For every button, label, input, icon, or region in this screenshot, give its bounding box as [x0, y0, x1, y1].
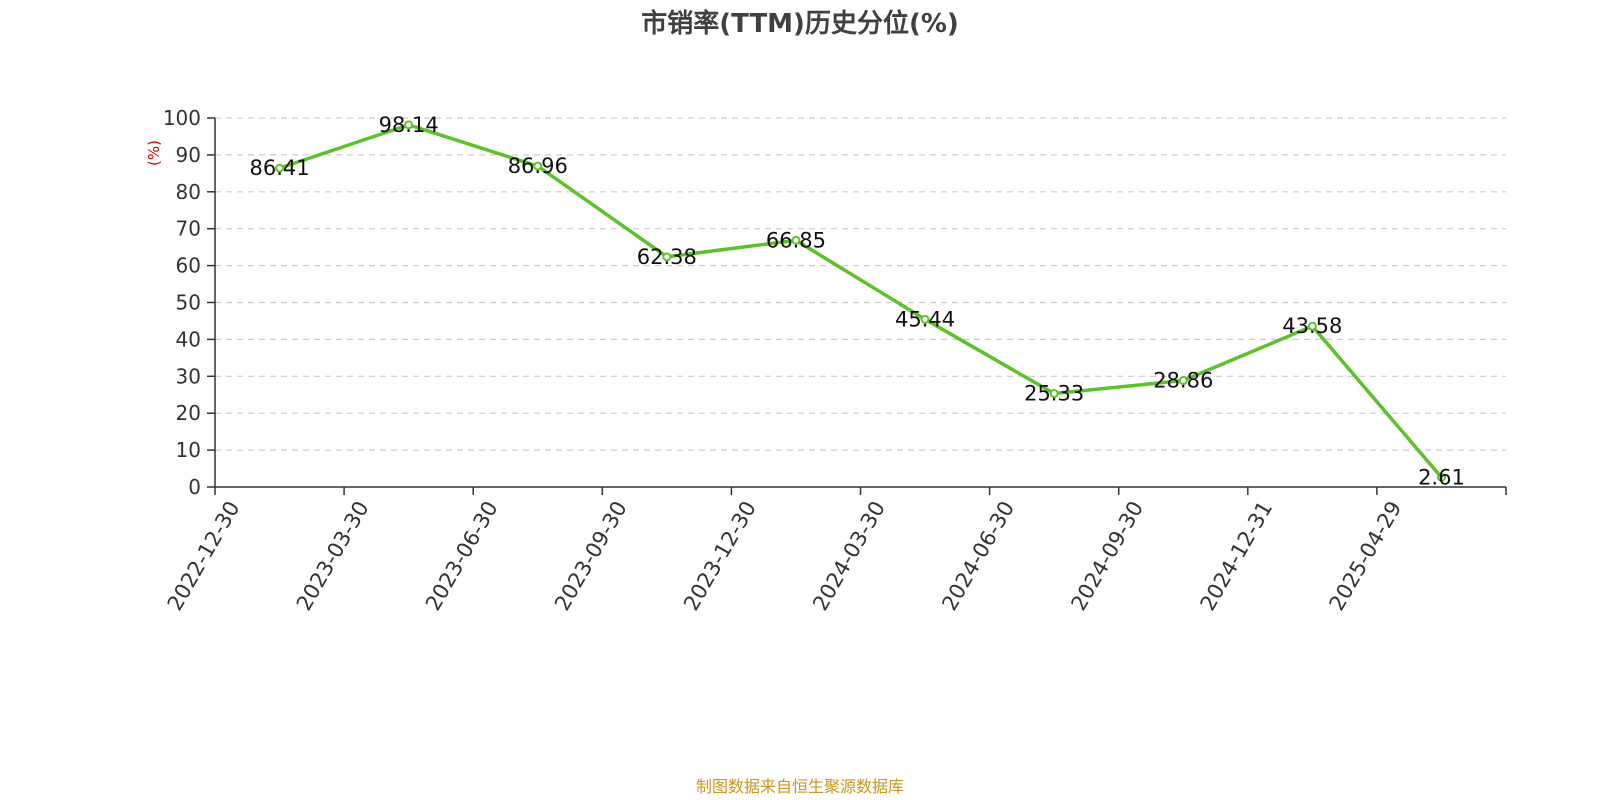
data-label: 43.58: [1282, 314, 1342, 338]
data-point: [1436, 472, 1446, 482]
data-point: [533, 161, 543, 171]
y-tick-label: 30: [176, 364, 201, 388]
y-axis-label: (%): [145, 140, 163, 166]
series-line: [277, 123, 1444, 480]
y-tick-label: 70: [176, 217, 201, 241]
y-tick-label: 50: [176, 291, 201, 315]
y-tick-label: 60: [176, 254, 201, 278]
y-tick-label: 90: [176, 143, 201, 167]
x-tick-label: 2023-06-30: [421, 497, 503, 615]
y-tick-label: 80: [176, 180, 201, 204]
x-tick-label: 2023-09-30: [550, 497, 632, 615]
source-note: 制图数据来自恒生聚源数据库: [696, 777, 904, 796]
grid-lines: [215, 117, 1506, 451]
data-point: [1178, 376, 1188, 386]
y-tick-label: 40: [176, 327, 201, 351]
data-point: [920, 314, 930, 324]
x-tick-label: 2024-06-30: [937, 497, 1019, 615]
data-point: [404, 120, 414, 130]
data-point: [275, 163, 285, 173]
data-label: 45.44: [895, 307, 955, 331]
y-tick-label: 0: [188, 475, 201, 499]
axes: 0 10 20 30 40 50 60 70 80 90 100 2022-12-30 2023-03-…: [163, 106, 1507, 615]
data-point: [1049, 389, 1059, 399]
data-label: 2.61: [1418, 465, 1465, 489]
y-tick-label: 20: [176, 401, 201, 425]
data-label: 66.85: [766, 228, 826, 252]
data-label: 28.86: [1153, 369, 1213, 393]
data-label: 86.96: [508, 154, 568, 178]
data-label: 62.38: [637, 245, 697, 269]
y-tick-label: 10: [176, 438, 201, 462]
data-label: 25.33: [1024, 382, 1084, 406]
x-tick-label: 2024-03-30: [808, 497, 890, 615]
x-tick-label: 2023-03-30: [292, 497, 374, 615]
x-tick-label: 2022-12-30: [163, 497, 245, 615]
data-point: [791, 235, 801, 245]
data-point: [662, 252, 672, 262]
data-labels: 86.41 98.14 86.96 62.38 66.85 45.44 25.33 28.86…: [249, 113, 1464, 490]
series-line-group: [275, 120, 1446, 482]
x-tick-label: 2024-09-30: [1066, 497, 1148, 615]
data-label: 86.41: [249, 156, 309, 180]
x-tick-label: 2024-12-31: [1195, 497, 1277, 615]
data-point: [1307, 321, 1317, 331]
x-tick-label: 2025-04-29: [1325, 497, 1407, 615]
chart-title: 市销率(TTM)历史分位(%): [641, 8, 959, 39]
x-tick-label: 2023-12-30: [679, 497, 761, 615]
y-tick-label: 100: [163, 106, 201, 130]
data-label: 98.14: [379, 113, 439, 137]
